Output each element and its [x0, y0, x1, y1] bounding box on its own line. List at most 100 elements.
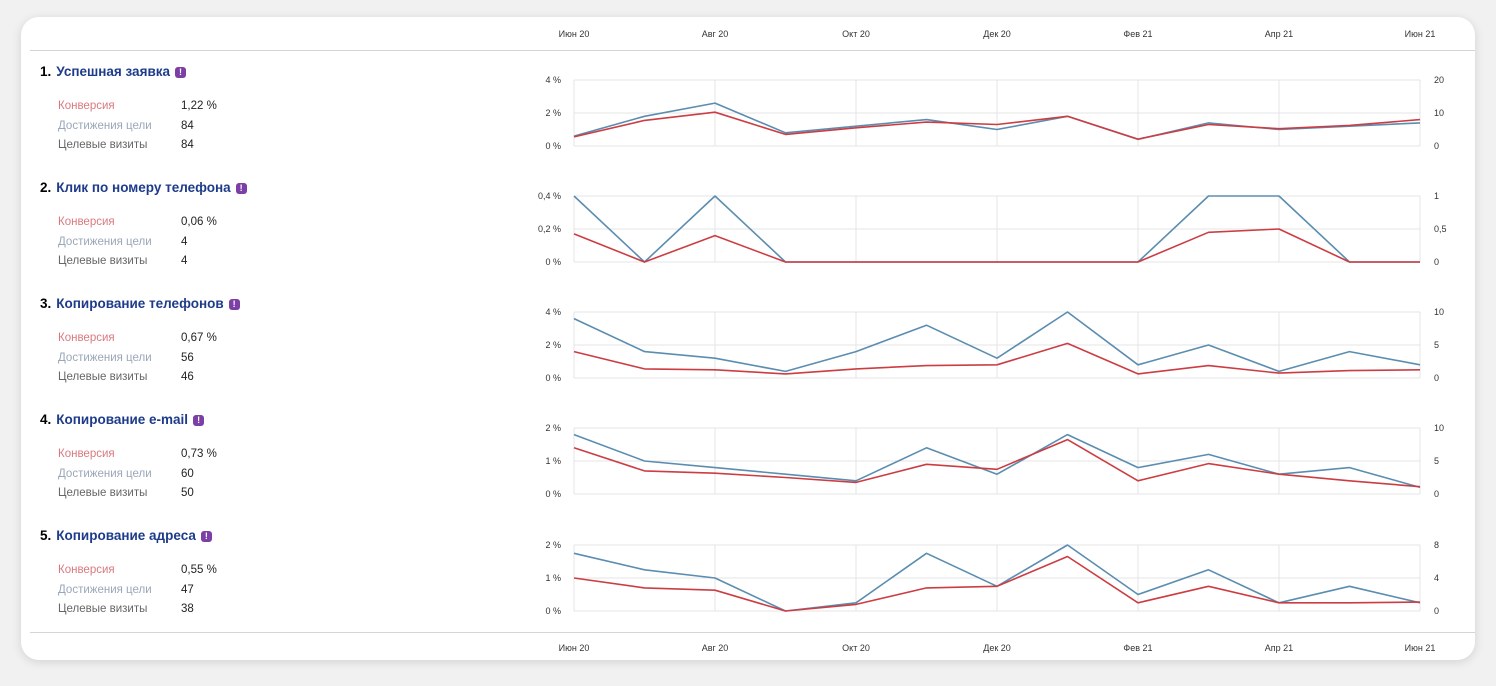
goal-chart: 0 % 2 % 4 % 0 10 20 — [545, 75, 1444, 151]
goal-title[interactable]: 5. Копирование адреса! — [40, 528, 212, 543]
goal-item: 2. Клик по номеру телефона! Конверсия 0,06… — [40, 180, 510, 280]
metric-value: 0,67 % — [181, 332, 217, 344]
goal-title[interactable]: 4. Копирование e-mail! — [40, 412, 205, 427]
right-axis-tick-label: 0 — [1434, 489, 1439, 499]
metric-visits: Целевые визиты 4 — [58, 255, 187, 267]
right-axis-tick-label: 5 — [1434, 340, 1439, 350]
month-tick-label-top: Апр 21 — [1265, 29, 1293, 39]
right-axis-tick-label: 4 — [1434, 573, 1439, 583]
info-badge-icon[interactable]: ! — [200, 531, 212, 542]
metric-value: 4 — [181, 255, 188, 267]
goal-item: 4. Копирование e-mail! Конверсия 0,73 % До… — [40, 412, 510, 512]
info-badge-icon[interactable]: ! — [193, 415, 205, 426]
info-badge-icon[interactable]: ! — [228, 299, 240, 310]
goal-title-text: Копирование телефонов — [56, 296, 224, 311]
left-axis-tick-label: 1 % — [545, 573, 561, 583]
left-axis-tick-label: 4 % — [545, 75, 561, 85]
month-tick-label-top: Дек 20 — [983, 29, 1011, 39]
left-axis-tick-label: 0,4 % — [538, 191, 561, 201]
metric-label: Целевые визиты — [58, 603, 148, 615]
goal-title[interactable]: 1. Успешная заявка! — [40, 64, 187, 79]
right-axis-tick-label: 10 — [1434, 108, 1444, 118]
month-tick-label-bottom: Окт 20 — [842, 643, 870, 653]
month-tick-label-top: Авг 20 — [702, 29, 729, 39]
top-divider — [30, 50, 1475, 51]
month-tick-label-top: Июн 20 — [559, 29, 590, 39]
info-badge-icon[interactable]: ! — [175, 67, 187, 78]
goal-number: 3. — [40, 296, 52, 311]
metric-label: Целевые визиты — [58, 371, 148, 383]
metric-achievements: Достижения цели 84 — [58, 120, 194, 132]
conversion-series-line — [573, 438, 1421, 488]
right-axis-tick-label: 5 — [1434, 456, 1439, 466]
metric-label: Конверсия — [58, 100, 115, 112]
metric-value: 60 — [181, 468, 194, 480]
metric-value: 84 — [181, 120, 194, 132]
conversion-series-line — [573, 555, 1421, 612]
metric-label: Целевые визиты — [58, 487, 148, 499]
metric-value: 50 — [181, 487, 194, 499]
goal-title[interactable]: 3. Копирование телефонов! — [40, 296, 240, 311]
goal-chart: 0 % 1 % 2 % 0 5 10 — [545, 423, 1444, 499]
metric-value: 4 — [181, 236, 188, 248]
metric-conversion: Конверсия 0,67 % — [58, 332, 217, 344]
metric-conversion: Конверсия 0,06 % — [58, 216, 217, 228]
conversion-series-line — [573, 111, 1421, 140]
goal-title[interactable]: 2. Клик по номеру телефона! — [40, 180, 247, 195]
goal-item: 3. Копирование телефонов! Конверсия 0,67 %… — [40, 296, 510, 396]
metric-achievements: Достижения цели 4 — [58, 236, 187, 248]
goal-title-text: Копирование e-mail — [56, 412, 189, 427]
metric-value: 0,55 % — [181, 564, 217, 576]
right-axis-tick-label: 10 — [1434, 307, 1444, 317]
metric-label: Конверсия — [58, 448, 115, 460]
metric-value: 46 — [181, 371, 194, 383]
achievements-series-line — [573, 102, 1421, 141]
metric-value: 47 — [181, 584, 194, 596]
metric-value: 84 — [181, 139, 194, 151]
left-axis-tick-label: 0 % — [545, 489, 561, 499]
metric-conversion: Конверсия 0,55 % — [58, 564, 217, 576]
left-axis-tick-label: 1 % — [545, 456, 561, 466]
goal-chart: 0 % 1 % 2 % 0 4 8 — [545, 540, 1439, 616]
left-axis-tick-label: 0 % — [545, 257, 561, 267]
metric-label: Целевые визиты — [58, 139, 148, 151]
metric-label: Достижения цели — [58, 468, 152, 480]
metric-value: 1,22 % — [181, 100, 217, 112]
month-tick-label-top: Окт 20 — [842, 29, 870, 39]
left-axis-tick-label: 0 % — [545, 141, 561, 151]
month-tick-label-bottom: Июн 20 — [559, 643, 590, 653]
goal-title-text: Успешная заявка — [56, 64, 171, 79]
left-axis-tick-label: 0,2 % — [538, 224, 561, 234]
goal-chart: 0 % 2 % 4 % 0 5 10 — [545, 307, 1444, 383]
goal-title-text: Копирование адреса — [56, 528, 196, 543]
month-tick-label-bottom: Дек 20 — [983, 643, 1011, 653]
goal-item: 1. Успешная заявка! Конверсия 1,22 % Дости… — [40, 64, 510, 164]
metric-conversion: Конверсия 0,73 % — [58, 448, 217, 460]
left-axis-tick-label: 4 % — [545, 307, 561, 317]
month-tick-label-bottom: Апр 21 — [1265, 643, 1293, 653]
metric-value: 56 — [181, 352, 194, 364]
right-axis-tick-label: 0 — [1434, 257, 1439, 267]
metric-achievements: Достижения цели 60 — [58, 468, 194, 480]
right-axis-tick-label: 20 — [1434, 75, 1444, 85]
right-axis-tick-label: 0 — [1434, 606, 1439, 616]
left-axis-tick-label: 2 % — [545, 423, 561, 433]
goal-number: 2. — [40, 180, 52, 195]
month-tick-label-top: Фев 21 — [1123, 29, 1152, 39]
metric-value: 0,73 % — [181, 448, 217, 460]
month-tick-label-top: Июн 21 — [1405, 29, 1436, 39]
goal-number: 4. — [40, 412, 52, 427]
conversion-series-line — [573, 228, 1420, 263]
metric-value: 38 — [181, 603, 194, 615]
metric-label: Достижения цели — [58, 236, 152, 248]
metric-label: Конверсия — [58, 216, 115, 228]
metric-label: Конверсия — [58, 332, 115, 344]
left-axis-tick-label: 0 % — [545, 373, 561, 383]
report-card — [21, 17, 1475, 660]
left-axis-tick-label: 2 % — [545, 340, 561, 350]
info-badge-icon[interactable]: ! — [235, 183, 247, 194]
right-axis-tick-label: 10 — [1434, 423, 1444, 433]
right-axis-tick-label: 0 — [1434, 141, 1439, 151]
goal-item: 5. Копирование адреса! Конверсия 0,55 % До… — [40, 528, 510, 628]
